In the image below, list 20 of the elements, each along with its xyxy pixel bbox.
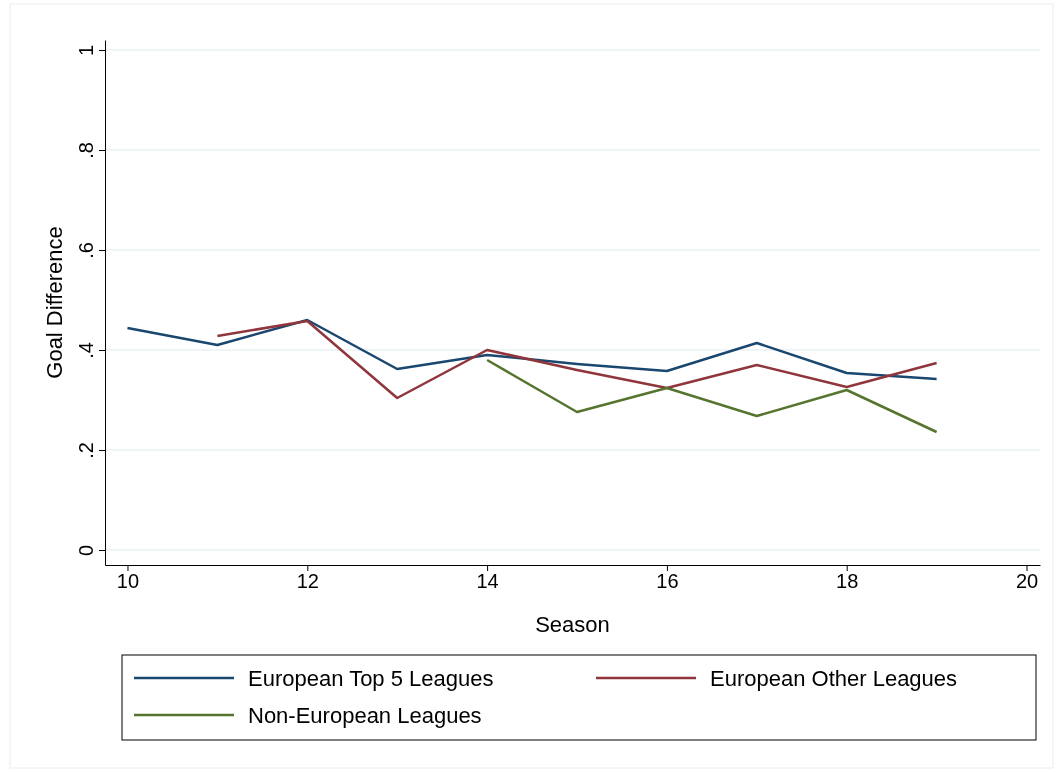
y-tick-label: .8	[75, 142, 97, 159]
y-tick-label: .6	[75, 242, 97, 259]
x-tick-label: 16	[656, 570, 679, 593]
x-axis-title: Season	[535, 612, 610, 637]
legend-label: Non-European Leagues	[248, 703, 482, 728]
x-tick-label: 20	[1015, 570, 1039, 593]
x-tick-label: 10	[116, 570, 140, 593]
legend-label: European Top 5 Leagues	[248, 666, 494, 691]
x-tick-label: 14	[476, 570, 499, 593]
y-tick-label: 1	[75, 44, 97, 57]
y-tick-label: 0	[75, 544, 97, 557]
line-series	[126, 318, 938, 381]
line-series	[216, 319, 938, 400]
y-tick-label: .2	[75, 442, 97, 459]
legend-label: European Other Leagues	[710, 666, 958, 691]
line-series	[485, 358, 938, 434]
x-tick-label: 12	[296, 570, 319, 593]
y-axis-title: Goal Difference	[42, 226, 67, 379]
x-tick-label: 18	[836, 570, 859, 593]
y-tick-label: .4	[75, 342, 97, 359]
